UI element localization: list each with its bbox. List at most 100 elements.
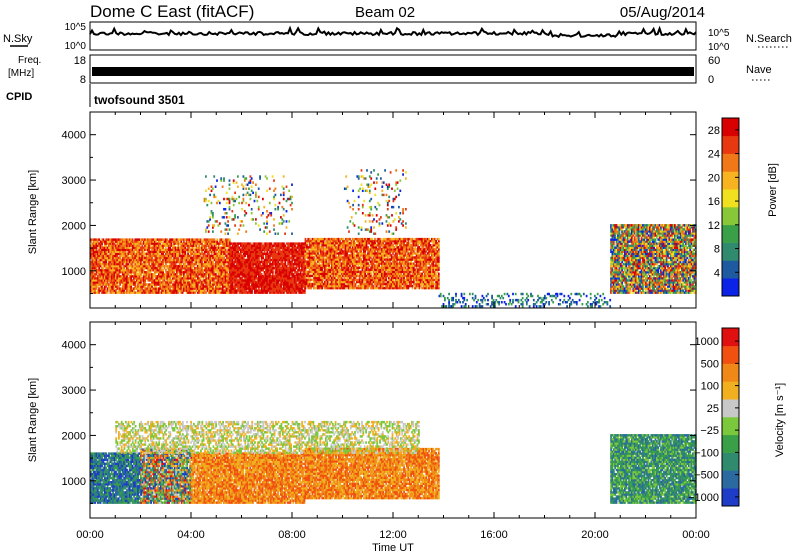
echo-cell-2 [318, 260, 321, 263]
echo-cell-2 [314, 250, 317, 253]
echo-cell-2 [331, 266, 333, 269]
echo-cell-0 [119, 264, 121, 268]
echo-cell-2 [321, 239, 324, 243]
echo-cell-2 [344, 268, 347, 271]
echo-cell-0 [163, 260, 166, 264]
echo-cell-2 [308, 274, 311, 278]
echo-cell-0 [91, 242, 94, 245]
echo-cell-1 [299, 269, 302, 272]
echo-cell-2 [331, 258, 333, 261]
echo-cell-0 [217, 248, 220, 252]
echo-cell-1 [260, 277, 263, 280]
echo-cell-1 [241, 281, 244, 284]
echo-cell-0 [138, 244, 141, 247]
echo-cell-0 [180, 266, 183, 270]
echo-cell-0 [191, 252, 194, 256]
echo-cell-0 [138, 281, 141, 284]
echo-cell-0 [117, 264, 120, 268]
echo-cell-0 [138, 275, 141, 278]
echo-cell-2 [361, 268, 364, 271]
echo-cell-0 [96, 262, 99, 266]
echo-cell-2 [310, 250, 312, 253]
echo-cell-0 [142, 277, 145, 280]
echo-cell-2 [369, 248, 372, 251]
nsearch-tick-top: 10^5 [708, 28, 730, 39]
nsky-label: N.Sky [3, 33, 33, 45]
echo-cell-0 [121, 244, 124, 247]
echo-cell-0 [208, 283, 210, 286]
echo-cell-1 [233, 287, 235, 290]
echo-cell-0 [216, 248, 219, 252]
echo-cell-0 [117, 248, 120, 252]
echo-cell-1 [231, 248, 234, 252]
echo-cell-1 [260, 242, 263, 245]
echo-cell-0 [135, 279, 138, 282]
echo-cell-1 [274, 252, 277, 256]
echo-cell-1 [295, 271, 298, 274]
echo-cell-2 [358, 282, 361, 286]
echo-cell-1 [285, 281, 288, 284]
echo-cell-0 [126, 256, 128, 260]
echo-cell-0 [105, 271, 108, 274]
echo-cell-2 [324, 260, 326, 263]
echo-cell-1 [277, 269, 280, 272]
echo-cell-0 [185, 283, 188, 286]
echo-cell-0 [128, 283, 131, 286]
echo-cell-2 [315, 270, 318, 274]
echo-cell-0 [226, 269, 228, 272]
echo-cell-2 [326, 242, 329, 245]
echo-cell-0 [170, 262, 173, 266]
echo-cell-0 [152, 275, 155, 278]
echo-cell-2 [336, 284, 339, 288]
echo-cell-0 [130, 248, 133, 252]
echo-cell-2 [372, 250, 375, 253]
echo-cell-0 [223, 256, 226, 260]
echo-cell-1 [270, 254, 273, 258]
echo-cell-0 [126, 285, 128, 288]
echo-cell-1 [285, 275, 288, 278]
echo-cell-1 [233, 279, 235, 282]
echo-cell-0 [156, 254, 159, 258]
echo-cell-2 [333, 252, 336, 255]
echo-cell-1 [281, 264, 284, 268]
echo-cell-1 [246, 246, 249, 249]
echo-cell-0 [134, 273, 137, 276]
echo-cell-2 [358, 280, 361, 284]
echo-cell-0 [213, 240, 216, 243]
echo-cell-1 [302, 289, 305, 292]
echo-cell-0 [108, 240, 110, 243]
echo-cell-2 [324, 242, 326, 245]
echo-cell-0 [162, 283, 164, 286]
echo-cell-1 [266, 244, 269, 247]
echo-cell-0 [135, 291, 138, 294]
echo-cell-2 [351, 282, 354, 286]
echo-cell-1 [238, 289, 241, 292]
echo-cell-0 [146, 254, 149, 258]
echo-cell-0 [195, 252, 198, 256]
echo-cell-2 [328, 254, 330, 257]
echo-cell-0 [124, 269, 127, 272]
echo-cell-0 [215, 285, 217, 288]
echo-cell-0 [177, 291, 180, 294]
echo-cell-0 [205, 266, 208, 270]
echo-cell-1 [274, 283, 277, 286]
echo-cell-0 [192, 269, 195, 272]
echo-cell-0 [106, 240, 109, 243]
echo-cell-0 [198, 269, 201, 272]
echo-cell-0 [119, 281, 121, 284]
echo-cell-2 [358, 237, 361, 241]
echo-cell-0 [169, 250, 171, 254]
echo-cell-0 [113, 244, 116, 247]
echo-cell-1 [267, 277, 270, 280]
echo-cell-1 [260, 283, 263, 286]
echo-cell-1 [298, 287, 301, 290]
echo-cell-0 [190, 291, 192, 294]
echo-cell-2 [347, 272, 350, 276]
echo-cell-0 [151, 281, 153, 284]
echo-cell-0 [220, 264, 223, 268]
echo-cell-0 [169, 240, 171, 243]
echo-cell-0 [106, 262, 109, 266]
echo-cell-1 [281, 266, 284, 270]
echo-cell-1 [280, 258, 283, 262]
echo-cell-0 [96, 252, 99, 256]
